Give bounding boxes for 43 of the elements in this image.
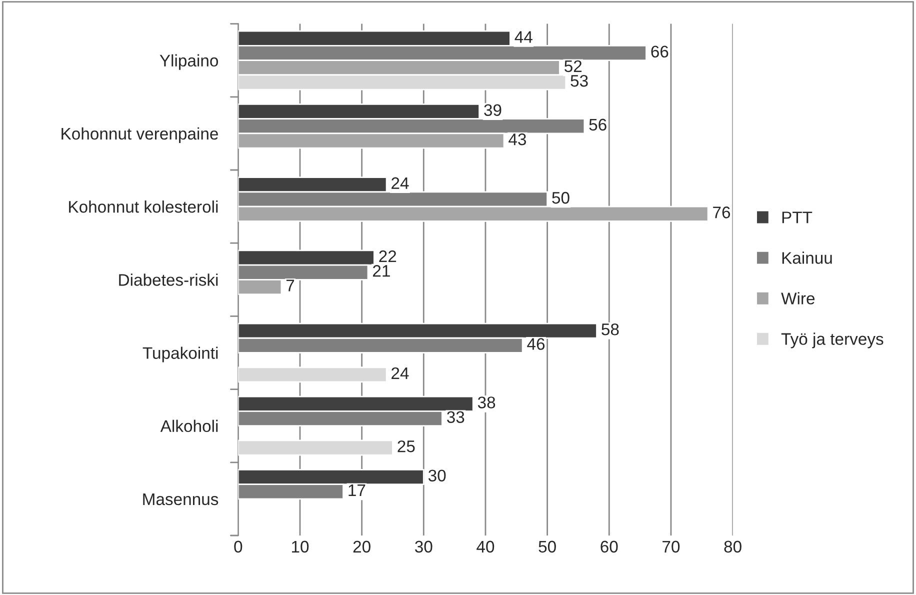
y-tick-label: Kohonnut verenpaine	[62, 127, 218, 143]
data-label: 39	[484, 104, 502, 116]
legend-label: Työ ja terveys	[781, 332, 884, 348]
data-label: 53	[570, 74, 588, 87]
y-tick-label: Ylipaino	[160, 54, 218, 70]
y-tick-label: Tupakointi	[142, 346, 218, 362]
data-label: 30	[428, 470, 446, 482]
data-label: 43	[508, 133, 526, 146]
data-label: 76	[713, 206, 730, 218]
y-tick-label: Masennus	[143, 494, 218, 506]
data-label: 24	[392, 177, 409, 189]
x-tick-label: 20	[353, 540, 370, 553]
x-tick-label: 80	[724, 540, 742, 553]
bar	[238, 366, 388, 383]
y-tick-label: Diabetes-riski	[119, 274, 218, 286]
legend-label: Kainuu	[782, 252, 832, 264]
data-label: 58	[602, 323, 619, 336]
y-tick-label: Alkoholi	[160, 420, 218, 432]
x-tick-label: 10	[292, 540, 309, 553]
x-tick-label: 30	[415, 540, 432, 553]
data-label: 17	[348, 484, 366, 496]
y-tick-label: Kohonnut kolesteroli	[69, 200, 218, 213]
data-label: 38	[478, 396, 496, 408]
data-label: 50	[552, 192, 570, 204]
legend-label: Wire	[781, 292, 815, 304]
data-label: 56	[589, 118, 606, 131]
x-tick-label: 0	[234, 540, 242, 553]
data-label: 46	[527, 338, 545, 350]
x-tick-label: 60	[600, 540, 618, 553]
data-label: 7	[286, 280, 294, 292]
data-label: 44	[514, 31, 532, 43]
data-label: 52	[564, 60, 582, 72]
data-label: 66	[651, 46, 668, 58]
data-label: 22	[379, 250, 396, 262]
data-label: 21	[373, 265, 390, 277]
x-tick-label: 50	[538, 540, 556, 553]
data-label: 33	[447, 411, 464, 424]
x-tick-label: 70	[662, 540, 680, 553]
data-label: 25	[398, 440, 415, 452]
data-label: 24	[392, 367, 409, 379]
x-tick-label: 40	[476, 540, 494, 553]
bar	[238, 440, 394, 456]
legend-label: PTT	[782, 212, 812, 224]
